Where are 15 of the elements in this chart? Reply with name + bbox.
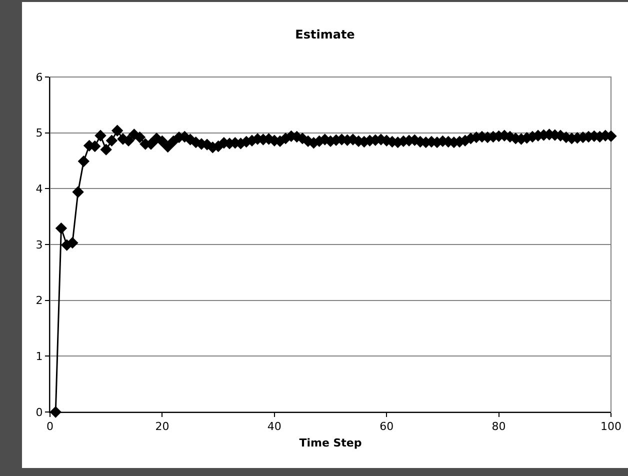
y-tick-label: 2 xyxy=(36,294,43,308)
x-tick-label: 40 xyxy=(267,420,282,434)
y-tick-label: 5 xyxy=(36,126,43,140)
x-tick-label: 60 xyxy=(380,420,394,434)
x-tick-label: 0 xyxy=(46,420,54,434)
x-tick-label: 20 xyxy=(155,420,170,434)
y-tick-label: 0 xyxy=(36,406,43,419)
y-tick-label: 4 xyxy=(36,182,43,196)
x-tick-label: 100 xyxy=(600,420,622,434)
x-axis-title: Time Step xyxy=(299,436,362,450)
y-tick-label: 3 xyxy=(36,238,43,252)
x-tick-label: 80 xyxy=(492,420,506,434)
chart-title: Estimate xyxy=(295,27,355,42)
y-tick-label: 1 xyxy=(36,350,43,364)
y-tick-label: 6 xyxy=(36,70,43,84)
